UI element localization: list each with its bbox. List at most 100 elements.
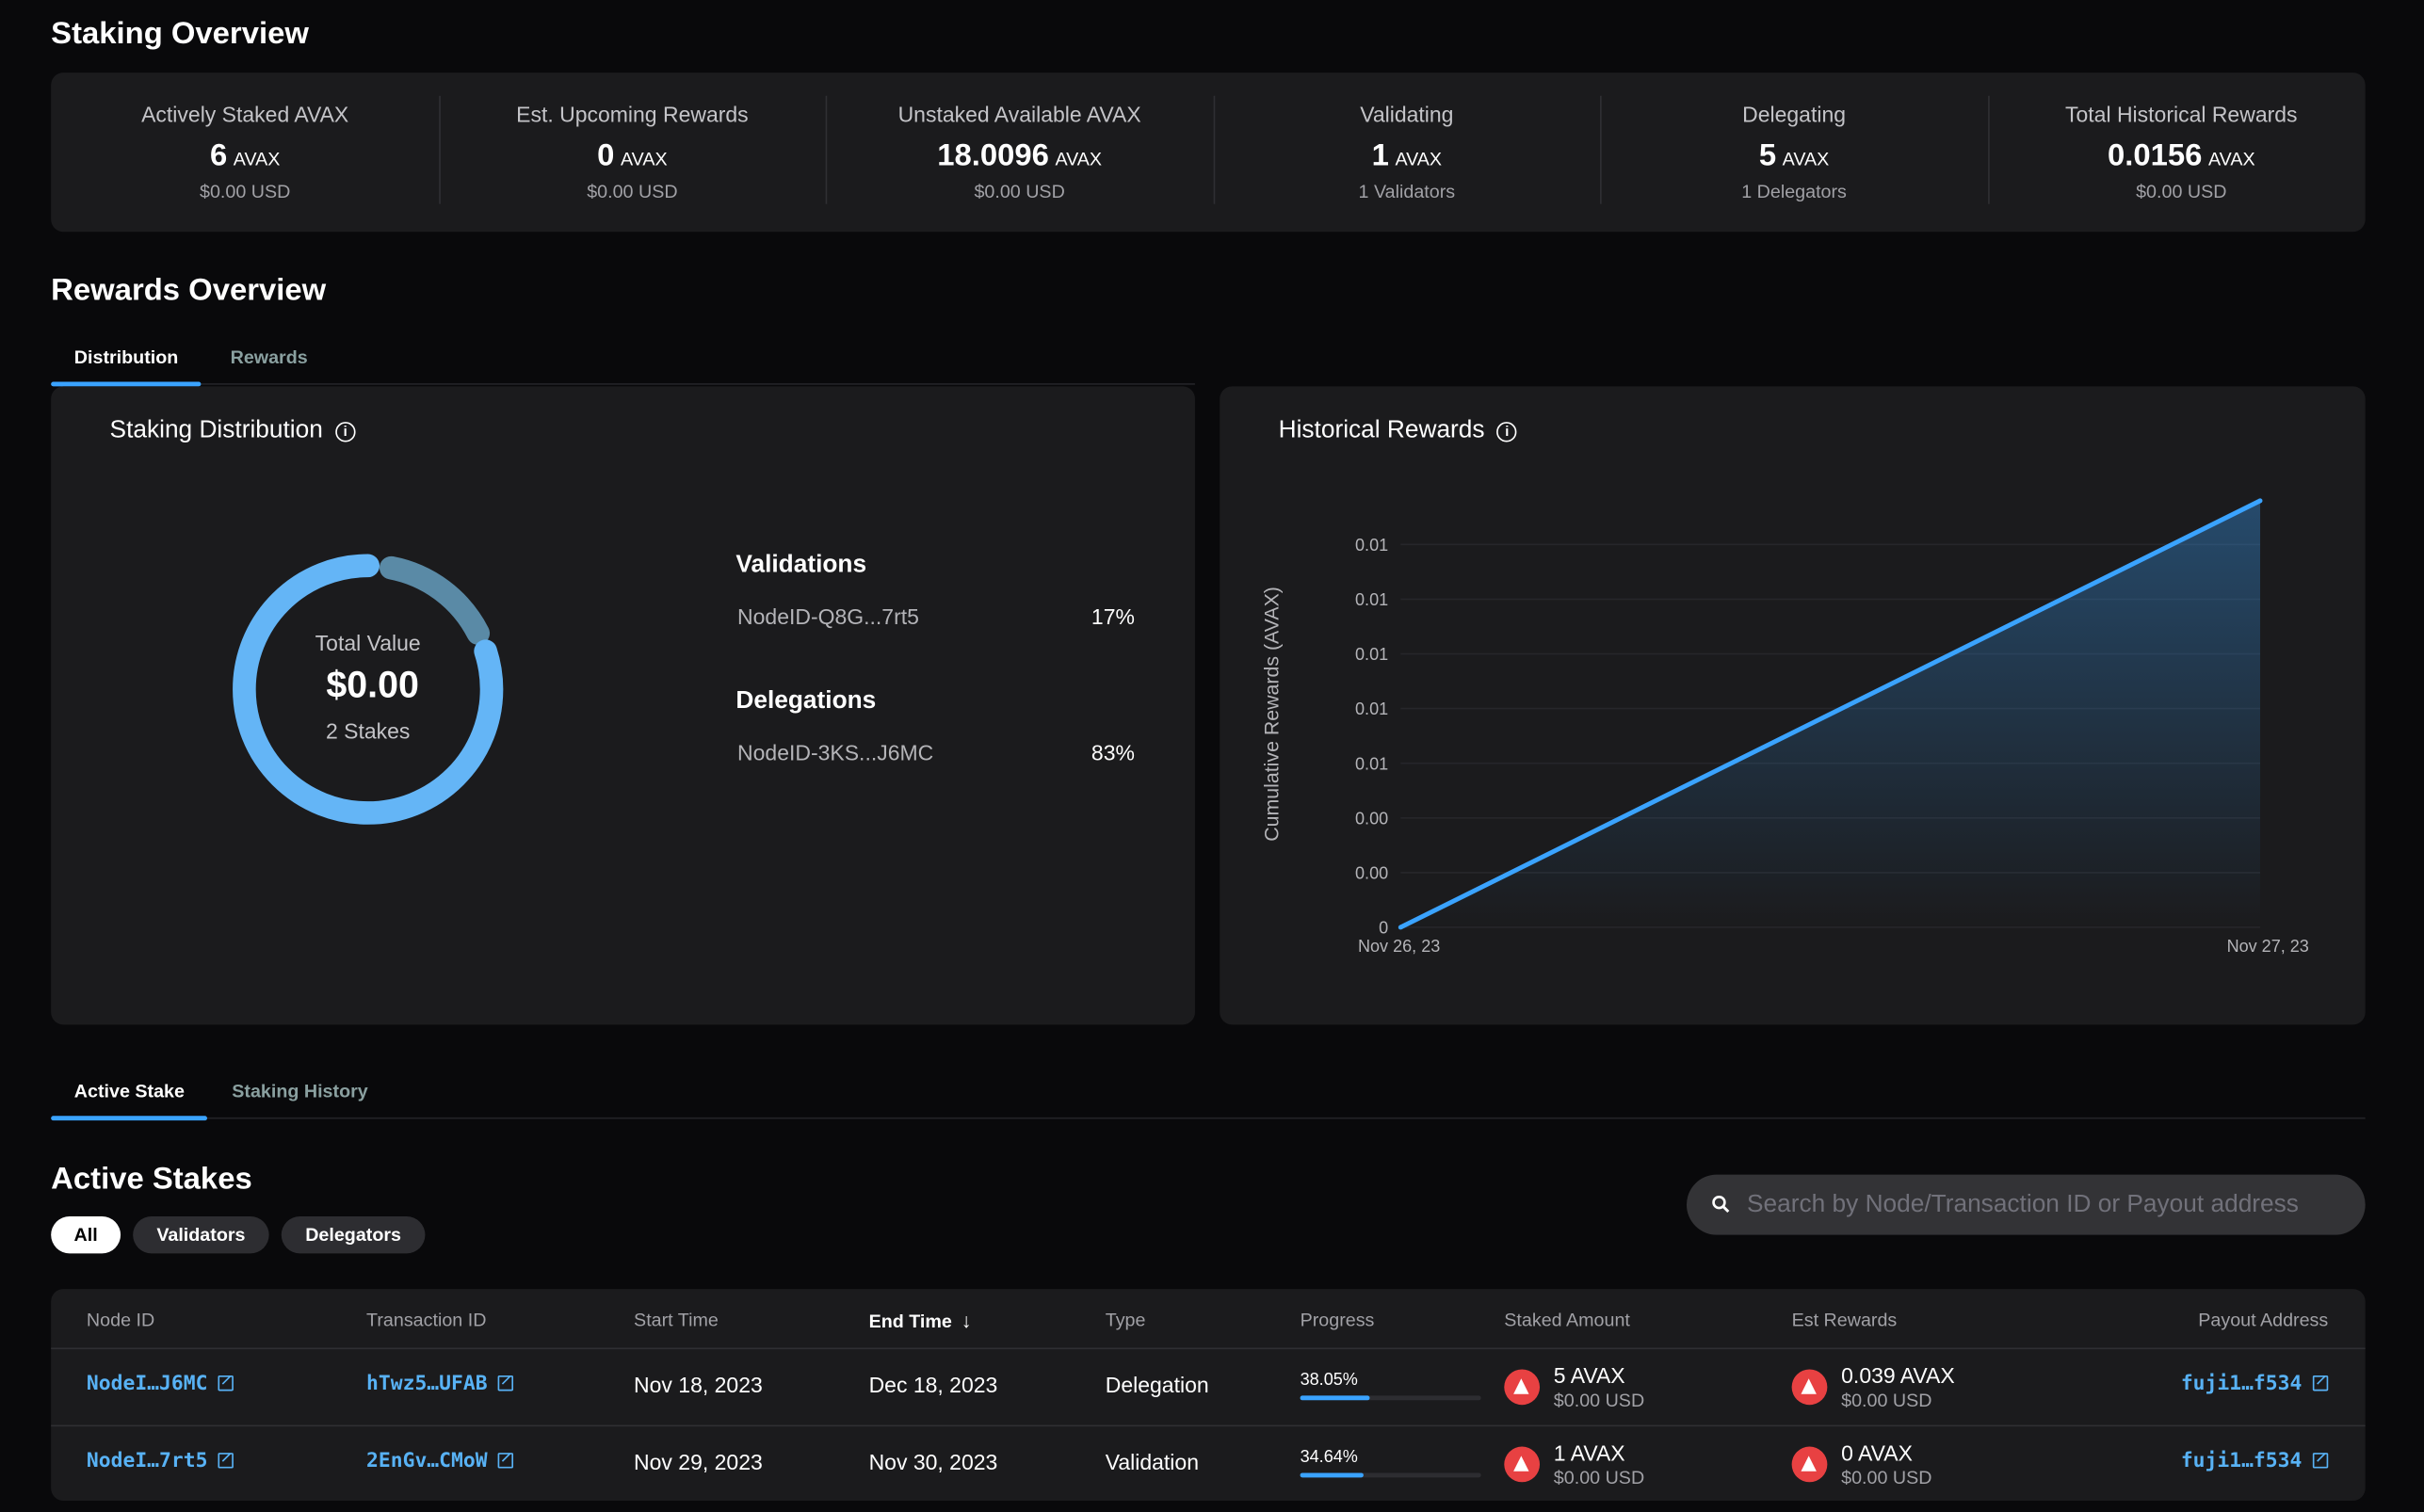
column-header[interactable]: Progress [1301, 1309, 1375, 1330]
filter-all[interactable]: All [51, 1215, 121, 1254]
donut-center-sub: 2 Stakes [325, 718, 411, 744]
stat-sub: $0.00 USD [587, 181, 678, 203]
staked-amount: 1 AVAX [1553, 1440, 1625, 1465]
avax-icon [1791, 1445, 1828, 1482]
stat-sub: $0.00 USD [199, 181, 291, 203]
stat-sub: 1 Validators [1358, 181, 1456, 203]
external-link-icon[interactable] [2312, 1452, 2329, 1468]
legend-validations-heading: Validations [735, 552, 867, 578]
stat-label: Actively Staked AVAX [141, 102, 349, 127]
external-link-icon[interactable] [498, 1452, 514, 1468]
avax-icon [1504, 1369, 1541, 1406]
column-header-label: Progress [1300, 1309, 1375, 1331]
column-header[interactable]: Payout Address [2198, 1309, 2328, 1330]
external-link-icon[interactable] [218, 1375, 234, 1391]
staked-cell: 1 AVAX $0.00 USD [1554, 1440, 1644, 1488]
progress-bar [1300, 1395, 1481, 1401]
divider [438, 95, 441, 204]
y-tick-label: 0.01 [1355, 645, 1388, 664]
stat-card: Est. Upcoming Rewards 0 AVAX $0.00 USD [438, 72, 826, 232]
stat-sub: $0.00 USD [2136, 181, 2227, 203]
y-tick-label: 0 [1379, 919, 1388, 938]
legend-delegation-percent: 83% [1091, 740, 1135, 765]
start-cell: Nov 18, 2023 [634, 1372, 763, 1398]
stat-label: Total Historical Rewards [2065, 102, 2298, 127]
stat-card: Unstaked Available AVAX 18.0096 AVAX $0.00 … [826, 72, 1214, 232]
divider [825, 95, 828, 204]
legend-delegation-node: NodeID-3KS...J6MC [737, 740, 934, 765]
distribution-title: Staking Distribution i [110, 417, 356, 445]
info-icon[interactable]: i [1496, 422, 1518, 442]
donut-segment-delegations[interactable] [233, 554, 504, 825]
staked-cell: 5 AVAX $0.00 USD [1554, 1363, 1644, 1411]
node-text: NodeI…J6MC [86, 1372, 208, 1396]
tab-active-stake[interactable]: Active Stake [51, 1080, 209, 1121]
divider [51, 1347, 2366, 1350]
active-stakes-table [51, 1289, 2366, 1501]
search-placeholder: Search by Node/Transaction ID or Payout … [1747, 1191, 2299, 1218]
payout-link[interactable]: fuji1…f534 [2181, 1449, 2329, 1472]
x-tick-label: Nov 27, 23 [2227, 937, 2309, 956]
rewards-usd: $0.00 USD [1841, 1466, 1932, 1488]
y-tick-label: 0.01 [1355, 700, 1388, 718]
info-icon[interactable]: i [334, 422, 356, 442]
stat-sub: 1 Delegators [1741, 181, 1847, 203]
stat-value: 6 AVAX [51, 139, 439, 175]
external-link-icon[interactable] [2312, 1375, 2329, 1391]
avax-icon [1504, 1445, 1541, 1482]
staking-distribution-panel: Staking Distribution i Total Value $0.00 … [51, 386, 1195, 1025]
distribution-donut [233, 554, 504, 825]
stat-number: 5 [1758, 138, 1777, 173]
stat-unit: AVAX [1782, 148, 1830, 170]
node-link[interactable]: NodeI…J6MC [86, 1372, 234, 1396]
external-link-icon[interactable] [218, 1452, 234, 1468]
stat-number: 18.0096 [937, 138, 1049, 173]
filter-delegators[interactable]: Delegators [281, 1215, 426, 1254]
node-link[interactable]: NodeI…7rt5 [87, 1449, 234, 1472]
column-header[interactable]: Node ID [87, 1309, 154, 1330]
filter-validators[interactable]: Validators [133, 1215, 269, 1254]
staking-overview-title: Staking Overview [51, 17, 309, 52]
stat-value: 1 AVAX [1213, 139, 1601, 175]
start-cell: Nov 29, 2023 [634, 1449, 763, 1474]
historical-rewards-panel: Historical Rewards i 0 0.00 0.00 0.01 0.01 0.0… [1220, 386, 2366, 1025]
rewards-usd: $0.00 USD [1841, 1389, 1932, 1411]
search-icon [1712, 1195, 1730, 1214]
sort-desc-icon[interactable]: ↓ [961, 1309, 972, 1333]
tx-link[interactable]: 2EnGv…CMoW [366, 1449, 514, 1472]
column-header[interactable]: Start Time [634, 1309, 719, 1330]
tx-link[interactable]: hTwz5…UFAB [366, 1373, 514, 1395]
stat-label: Unstaked Available AVAX [897, 102, 1141, 127]
column-header[interactable]: Staked Amount [1504, 1309, 1630, 1330]
payout-link[interactable]: fuji1…f534 [2181, 1373, 2329, 1395]
data-point[interactable] [2257, 498, 2263, 504]
rewards-overview-title: Rewards Overview [51, 273, 327, 308]
legend-validation-percent: 17% [1091, 603, 1135, 630]
search-input[interactable]: Search by Node/Transaction ID or Payout … [1686, 1174, 2366, 1235]
tab-staking-history[interactable]: Staking History [232, 1080, 368, 1102]
column-header[interactable]: End Time ↓ [869, 1309, 972, 1332]
stat-unit: AVAX [1055, 148, 1103, 170]
y-tick-label: 0.01 [1355, 590, 1388, 609]
column-header[interactable]: Type [1106, 1309, 1146, 1330]
divider [1212, 95, 1215, 204]
column-header[interactable]: Est Rewards [1792, 1309, 1898, 1330]
stake-tabs: Active Stake Staking History [51, 1072, 2366, 1121]
y-tick-label: 0.00 [1355, 809, 1388, 828]
end-cell: Dec 18, 2023 [868, 1372, 998, 1398]
tab-distribution[interactable]: Distribution [51, 346, 202, 387]
stat-card: Validating 1 AVAX 1 Validators [1213, 72, 1601, 232]
column-header[interactable]: Transaction ID [366, 1309, 486, 1330]
stat-number: 6 [209, 138, 228, 173]
rewards-amount: 0.039 AVAX [1841, 1362, 1955, 1389]
tab-rewards[interactable]: Rewards [230, 346, 308, 368]
stat-unit: AVAX [1395, 148, 1443, 170]
divider [51, 1424, 2366, 1427]
data-point[interactable] [1398, 925, 1403, 930]
tx-text: 2EnGv…CMoW [366, 1449, 488, 1472]
progress-fill [1300, 1395, 1369, 1401]
stat-number: 0.0156 [2107, 138, 2203, 173]
column-header-label: End Time [868, 1311, 952, 1333]
external-link-icon[interactable] [498, 1375, 514, 1391]
stat-value: 5 AVAX [1600, 139, 1988, 175]
